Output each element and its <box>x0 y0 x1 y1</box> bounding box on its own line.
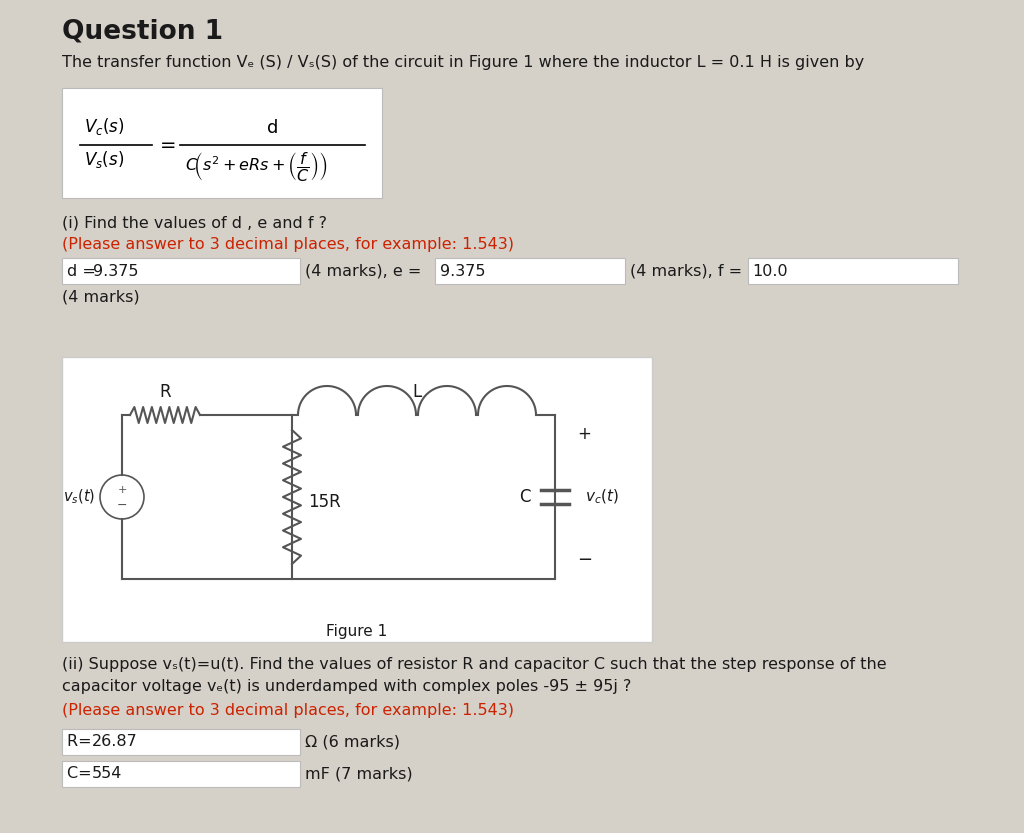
FancyBboxPatch shape <box>748 258 958 284</box>
Text: Figure 1: Figure 1 <box>327 624 388 639</box>
FancyBboxPatch shape <box>62 357 652 642</box>
Text: The transfer function Vₑ (S) / Vₛ(S) of the circuit in Figure 1 where the induct: The transfer function Vₑ (S) / Vₛ(S) of … <box>62 55 864 70</box>
Text: L: L <box>413 383 422 401</box>
Text: C=: C= <box>67 766 96 781</box>
Text: d =: d = <box>67 263 101 278</box>
Text: d: d <box>267 119 279 137</box>
Text: +: + <box>577 425 591 443</box>
Text: $V_s(s)$: $V_s(s)$ <box>84 149 124 170</box>
Text: 9.375: 9.375 <box>440 263 485 278</box>
Text: =: = <box>160 136 176 154</box>
Text: 26.87: 26.87 <box>92 735 138 750</box>
Text: (ii) Suppose vₛ(t)=u(t). Find the values of resistor R and capacitor C such that: (ii) Suppose vₛ(t)=u(t). Find the values… <box>62 657 887 672</box>
Text: (Please answer to 3 decimal places, for example: 1.543): (Please answer to 3 decimal places, for … <box>62 703 514 718</box>
Text: R=: R= <box>67 735 96 750</box>
FancyBboxPatch shape <box>62 729 300 755</box>
Text: 10.0: 10.0 <box>752 263 787 278</box>
Text: −: − <box>117 498 127 511</box>
Text: 554: 554 <box>92 766 123 781</box>
Text: (Please answer to 3 decimal places, for example: 1.543): (Please answer to 3 decimal places, for … <box>62 237 514 252</box>
FancyBboxPatch shape <box>62 761 300 787</box>
Text: $V_c(s)$: $V_c(s)$ <box>84 116 125 137</box>
Text: $C\!\left(s^2 + eRs + \left(\dfrac{f}{C}\right)\right)$: $C\!\left(s^2 + eRs + \left(\dfrac{f}{C}… <box>185 150 328 183</box>
Text: R: R <box>159 383 171 401</box>
Text: −: − <box>577 551 592 569</box>
Text: 15R: 15R <box>308 493 341 511</box>
FancyBboxPatch shape <box>62 88 382 198</box>
Text: (4 marks), e =: (4 marks), e = <box>305 263 427 278</box>
Text: Ω (6 marks): Ω (6 marks) <box>305 735 400 750</box>
Text: Question 1: Question 1 <box>62 18 223 44</box>
Text: 9.375: 9.375 <box>93 263 138 278</box>
Text: C: C <box>519 488 531 506</box>
Text: (i) Find the values of d , e and f ?: (i) Find the values of d , e and f ? <box>62 215 327 230</box>
Text: $v_s(t)$: $v_s(t)$ <box>62 488 95 506</box>
FancyBboxPatch shape <box>435 258 625 284</box>
FancyBboxPatch shape <box>62 258 300 284</box>
Text: capacitor voltage vₑ(t) is underdamped with complex poles -95 ± 95j ?: capacitor voltage vₑ(t) is underdamped w… <box>62 679 632 694</box>
Text: +: + <box>118 485 127 495</box>
Text: (4 marks): (4 marks) <box>62 289 139 304</box>
Text: $v_c(t)$: $v_c(t)$ <box>585 488 618 506</box>
Text: mF (7 marks): mF (7 marks) <box>305 766 413 781</box>
Text: (4 marks), f =: (4 marks), f = <box>630 263 748 278</box>
